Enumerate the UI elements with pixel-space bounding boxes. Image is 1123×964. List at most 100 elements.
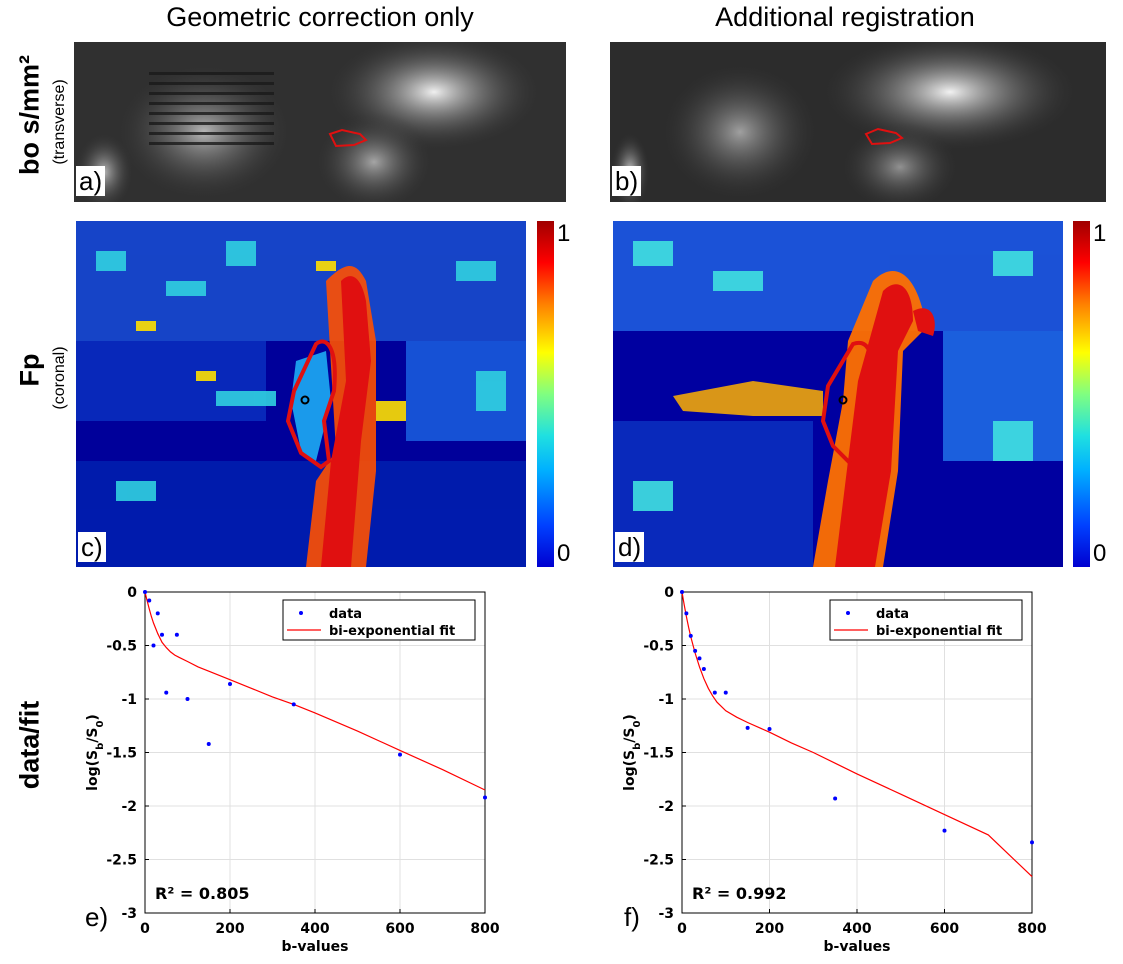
left-column-title: Geometric correction only: [166, 2, 474, 32]
row-label-b0: bo s/mm²: [14, 54, 45, 176]
y-tick-label: -1.5: [643, 746, 674, 762]
panel-label-a: a): [76, 166, 106, 196]
x-tick-label: 600: [385, 921, 414, 937]
x-axis-label: b-values: [282, 939, 349, 955]
data-point: [185, 697, 190, 701]
data-point: [833, 796, 838, 801]
data-point: [147, 598, 152, 603]
y-tick-label: -0.5: [106, 639, 137, 655]
y-tick-label: -1: [658, 692, 674, 708]
right-column-title: Additional registration: [715, 2, 975, 32]
data-point: [483, 795, 487, 800]
panel-label-e: e): [82, 902, 112, 932]
x-tick-label: 600: [930, 921, 959, 937]
y-axis-label-sub: b: [632, 743, 643, 750]
y-tick-label: -0.5: [643, 639, 674, 655]
fp-map-geometric-graphic: [76, 221, 526, 567]
data-point: [693, 648, 698, 653]
fit-line: [144, 591, 486, 791]
legend-label: bi-exponential fit: [329, 624, 455, 639]
panel-label-d: d): [615, 532, 645, 562]
data-point: [701, 667, 706, 672]
panel-label-c: c): [78, 532, 106, 562]
y-tick-label: -2: [121, 799, 137, 815]
row-label-fp: Fp: [14, 353, 45, 387]
y-tick-label: -1.5: [106, 746, 137, 762]
y-tick-label: 0: [664, 585, 674, 601]
fp-map-registered: [613, 221, 1063, 567]
data-point: [160, 632, 164, 637]
y-axis-label: log(Sb/S0): [85, 714, 106, 791]
panel-label-f: f): [621, 902, 643, 932]
legend-label: bi-exponential fit: [876, 624, 1002, 639]
data-point: [745, 725, 750, 730]
x-tick-label: 800: [470, 921, 499, 937]
legend-box: [282, 599, 476, 641]
legend-marker-data: [299, 611, 303, 615]
y-axis-label-part: log(S: [85, 750, 101, 791]
x-tick-label: 0: [140, 921, 150, 937]
y-tick-label: 0: [127, 585, 137, 601]
data-point: [174, 632, 179, 637]
fp-map-geometric: [76, 221, 526, 567]
data-point: [684, 611, 689, 616]
data-point: [143, 590, 147, 594]
y-axis-label-sub: b: [95, 743, 106, 750]
data-point: [723, 690, 728, 695]
b0-image-registered-graphic: [610, 42, 1106, 202]
fit-line: [681, 591, 1033, 878]
y-axis-label-part: /S: [85, 728, 101, 743]
data-point: [712, 690, 717, 695]
row-label-data-fit: data/fit: [14, 700, 45, 790]
b0-image-geometric: [74, 42, 566, 202]
x-tick-label: 200: [215, 921, 244, 937]
y-axis-label-part: log(S: [622, 750, 638, 791]
y-tick-label: -3: [658, 906, 674, 922]
x-tick-label: 0: [677, 921, 687, 937]
data-point: [688, 633, 693, 638]
y-tick-label: -1: [121, 692, 137, 708]
data-point: [942, 828, 947, 833]
data-point: [1030, 840, 1034, 845]
b0-image-geometric-graphic: [74, 42, 566, 202]
legend-marker-data: [846, 611, 850, 615]
x-axis-label: b-values: [824, 939, 891, 955]
colorbar-right-max: 1: [1093, 220, 1107, 247]
y-tick-label: -2.5: [106, 853, 137, 869]
panel-label-b: b): [612, 166, 642, 196]
legend-label: data: [329, 607, 362, 622]
colorbar-left-min: 0: [557, 540, 571, 567]
colorbar-right-min: 0: [1093, 540, 1107, 567]
colorbar-left: [537, 221, 554, 567]
r-squared-annotation: R² = 0.805: [155, 884, 249, 903]
data-point: [767, 726, 772, 731]
y-axis-label-part: ): [85, 714, 101, 720]
y-axis-label-sub: 0: [95, 721, 106, 728]
colorbar-right: [1073, 221, 1090, 567]
y-tick-label: -2.5: [643, 853, 674, 869]
row-sublabel-coronal: (coronal): [51, 346, 68, 410]
data-point: [680, 590, 684, 594]
row-sublabel-transverse: (transverse): [51, 79, 68, 165]
data-point: [228, 682, 232, 687]
fp-map-registered-graphic: [613, 221, 1063, 567]
data-point: [697, 656, 702, 661]
data-point: [291, 702, 296, 707]
data-point: [155, 611, 160, 616]
data-point: [206, 741, 211, 746]
data-point: [164, 690, 169, 695]
legend-label: data: [876, 607, 909, 622]
x-tick-label: 800: [1017, 921, 1046, 937]
y-tick-label: -2: [658, 799, 674, 815]
fit-chart-geometric: 0 200 400 600 800 0 -0.5 -1 -1.5 -2 -2.5 -3 b-values…: [85, 585, 500, 955]
y-axis-label: log(Sb/S0): [622, 714, 643, 791]
data-point: [151, 643, 156, 648]
data-point: [398, 752, 402, 757]
b0-image-registered: [610, 42, 1106, 202]
x-tick-label: 200: [755, 921, 784, 937]
y-axis-label-sub: 0: [632, 721, 643, 728]
y-tick-label: -3: [121, 906, 137, 922]
legend-box: [829, 599, 1023, 641]
r-squared-annotation: R² = 0.992: [692, 884, 786, 903]
y-axis-label-part: /S: [622, 728, 638, 743]
